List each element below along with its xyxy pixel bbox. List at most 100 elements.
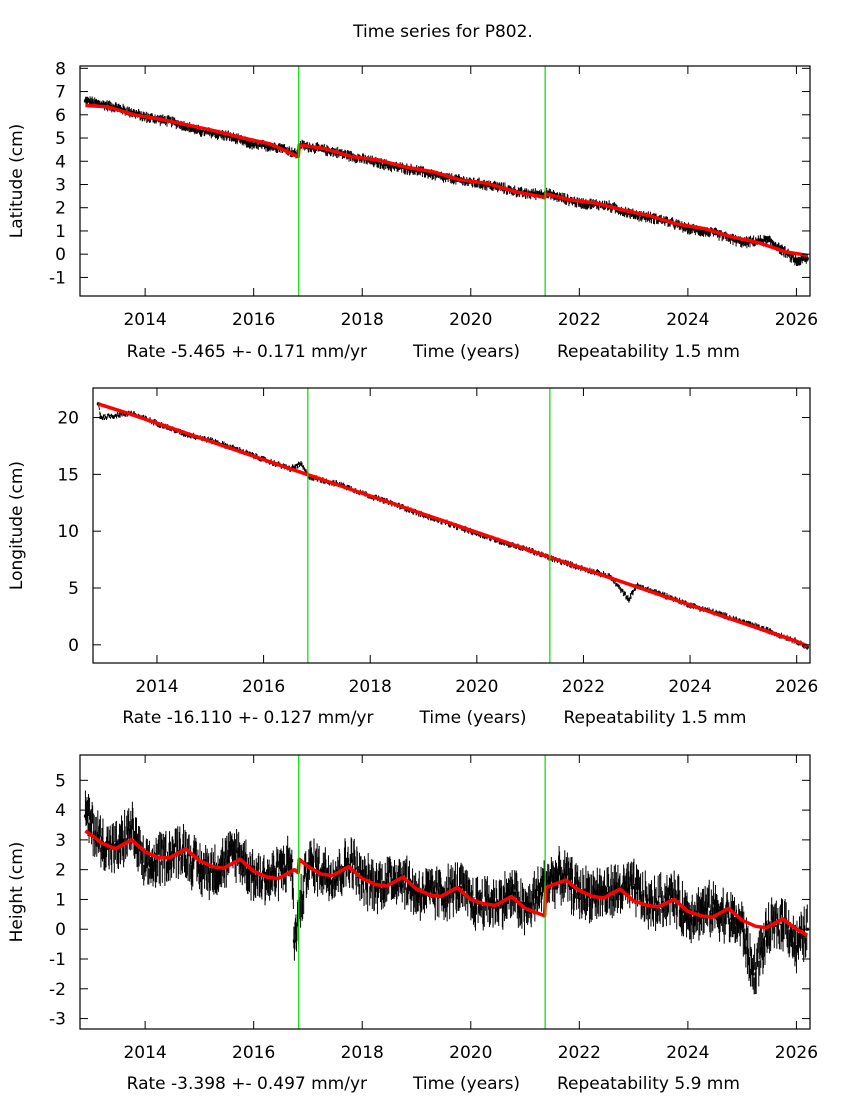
plot-area — [83, 790, 809, 995]
y-tick-label: 2 — [55, 861, 66, 881]
plot-area — [96, 402, 809, 650]
plot-frame — [79, 65, 811, 297]
plot-frame — [79, 754, 811, 1030]
y-tick-label: -1 — [49, 950, 66, 970]
repeatability-text: Repeatability 5.9 mm — [557, 1074, 740, 1094]
y-axis-label: Latitude (cm) — [7, 124, 27, 239]
data-point — [235, 850, 239, 854]
data-point — [143, 868, 147, 872]
y-tick-label: 7 — [55, 83, 66, 103]
data-point — [306, 862, 310, 866]
y-tick-label: 5 — [68, 579, 79, 599]
y-tick-label: 3 — [55, 831, 66, 851]
data-point — [512, 891, 516, 895]
x-tick-label: 2018 — [341, 310, 384, 330]
x-tick-label: 2016 — [232, 310, 275, 330]
data-point — [292, 939, 296, 943]
data-point — [740, 241, 744, 245]
x-tick-label: 2024 — [668, 677, 711, 697]
y-tick-label: 0 — [55, 920, 66, 940]
data-point — [523, 909, 527, 913]
data-point — [252, 874, 256, 878]
data-point — [360, 880, 364, 884]
data-point — [197, 868, 201, 872]
data-point — [290, 859, 294, 863]
x-tick-label: 2016 — [242, 677, 285, 697]
x-tick-label: 2018 — [341, 1043, 384, 1063]
observation-cloud — [84, 96, 808, 266]
y-tick-label: -1 — [49, 268, 66, 288]
x-tick-label: 2020 — [455, 677, 498, 697]
x-tick-label: 2020 — [449, 310, 492, 330]
data-point — [577, 201, 581, 205]
y-tick-label: 5 — [55, 771, 66, 791]
x-axis-label: Time (years) — [412, 342, 520, 362]
data-point — [577, 891, 581, 895]
data-point — [225, 134, 229, 138]
y-tick-label: 4 — [55, 152, 66, 172]
data-point — [214, 868, 218, 872]
data-point — [686, 912, 690, 916]
x-tick-label: 2014 — [135, 677, 178, 697]
y-tick-label: 3 — [55, 175, 66, 195]
data-point — [442, 176, 446, 180]
data-point — [670, 894, 674, 898]
y-tick-label: 0 — [68, 636, 79, 656]
data-point — [83, 99, 87, 103]
data-point — [469, 900, 473, 904]
x-tick-label: 2022 — [562, 677, 605, 697]
model-line — [85, 103, 808, 258]
y-tick-label: 2 — [55, 199, 66, 219]
x-tick-label: 2014 — [123, 310, 166, 330]
y-axis-label: Longitude (cm) — [7, 461, 27, 590]
model-line — [84, 829, 809, 937]
data-point — [805, 645, 809, 649]
data-point — [805, 257, 809, 261]
data-point — [545, 880, 549, 884]
rate-text: Rate -16.110 +- 0.127 mm/yr — [122, 708, 373, 728]
chart-title: Time series for P802. — [353, 22, 533, 42]
data-point — [604, 891, 608, 895]
y-tick-label: 5 — [55, 129, 66, 149]
y-axis-label: Height (cm) — [7, 842, 27, 943]
rate-text: Rate -3.398 +- 0.497 mm/yr — [127, 1074, 367, 1094]
y-tick-label: 8 — [55, 59, 66, 79]
data-point — [130, 826, 134, 830]
y-tick-label: -2 — [49, 980, 66, 1000]
repeatability-text: Repeatability 1.5 mm — [557, 342, 740, 362]
x-tick-label: 2026 — [775, 310, 818, 330]
rate-text: Rate -5.465 +- 0.171 mm/yr — [127, 342, 367, 362]
data-point — [116, 106, 120, 110]
x-tick-label: 2026 — [775, 1043, 818, 1063]
data-point — [561, 874, 565, 878]
x-tick-label: 2014 — [123, 1043, 166, 1063]
data-point — [686, 227, 690, 231]
data-point — [794, 259, 798, 263]
data-point — [794, 945, 798, 949]
y-tick-label: 4 — [55, 801, 66, 821]
data-point — [767, 927, 771, 931]
repeatability-text: Repeatability 1.5 mm — [564, 708, 747, 728]
y-tick-label: 1 — [55, 890, 66, 910]
x-tick-label: 2022 — [558, 1043, 601, 1063]
x-tick-label: 2016 — [232, 1043, 275, 1063]
x-tick-label: 2026 — [775, 677, 818, 697]
y-tick-label: 6 — [55, 106, 66, 126]
x-tick-label: 2024 — [666, 310, 709, 330]
y-tick-label: 15 — [57, 465, 79, 485]
data-point — [751, 972, 755, 976]
panel-longitude: 2014 2016 2018 2020 2022 2024 2026 0 5 10 15 20 Long… — [7, 387, 818, 728]
data-point — [627, 597, 631, 601]
y-tick-label: 20 — [57, 409, 79, 429]
data-point — [458, 886, 462, 890]
x-axis-label: Time (years) — [412, 1074, 520, 1094]
data-point — [387, 164, 391, 168]
data-point — [398, 874, 402, 878]
data-point — [632, 213, 636, 217]
data-point — [740, 924, 744, 928]
panel-latitude: 2014 2016 2018 2020 2022 2024 2026 -1 0 1 2 3 4 5 6 7 8 L… — [7, 59, 818, 362]
model-line — [97, 402, 808, 648]
x-tick-label: 2022 — [558, 310, 601, 330]
data-point — [415, 891, 419, 895]
